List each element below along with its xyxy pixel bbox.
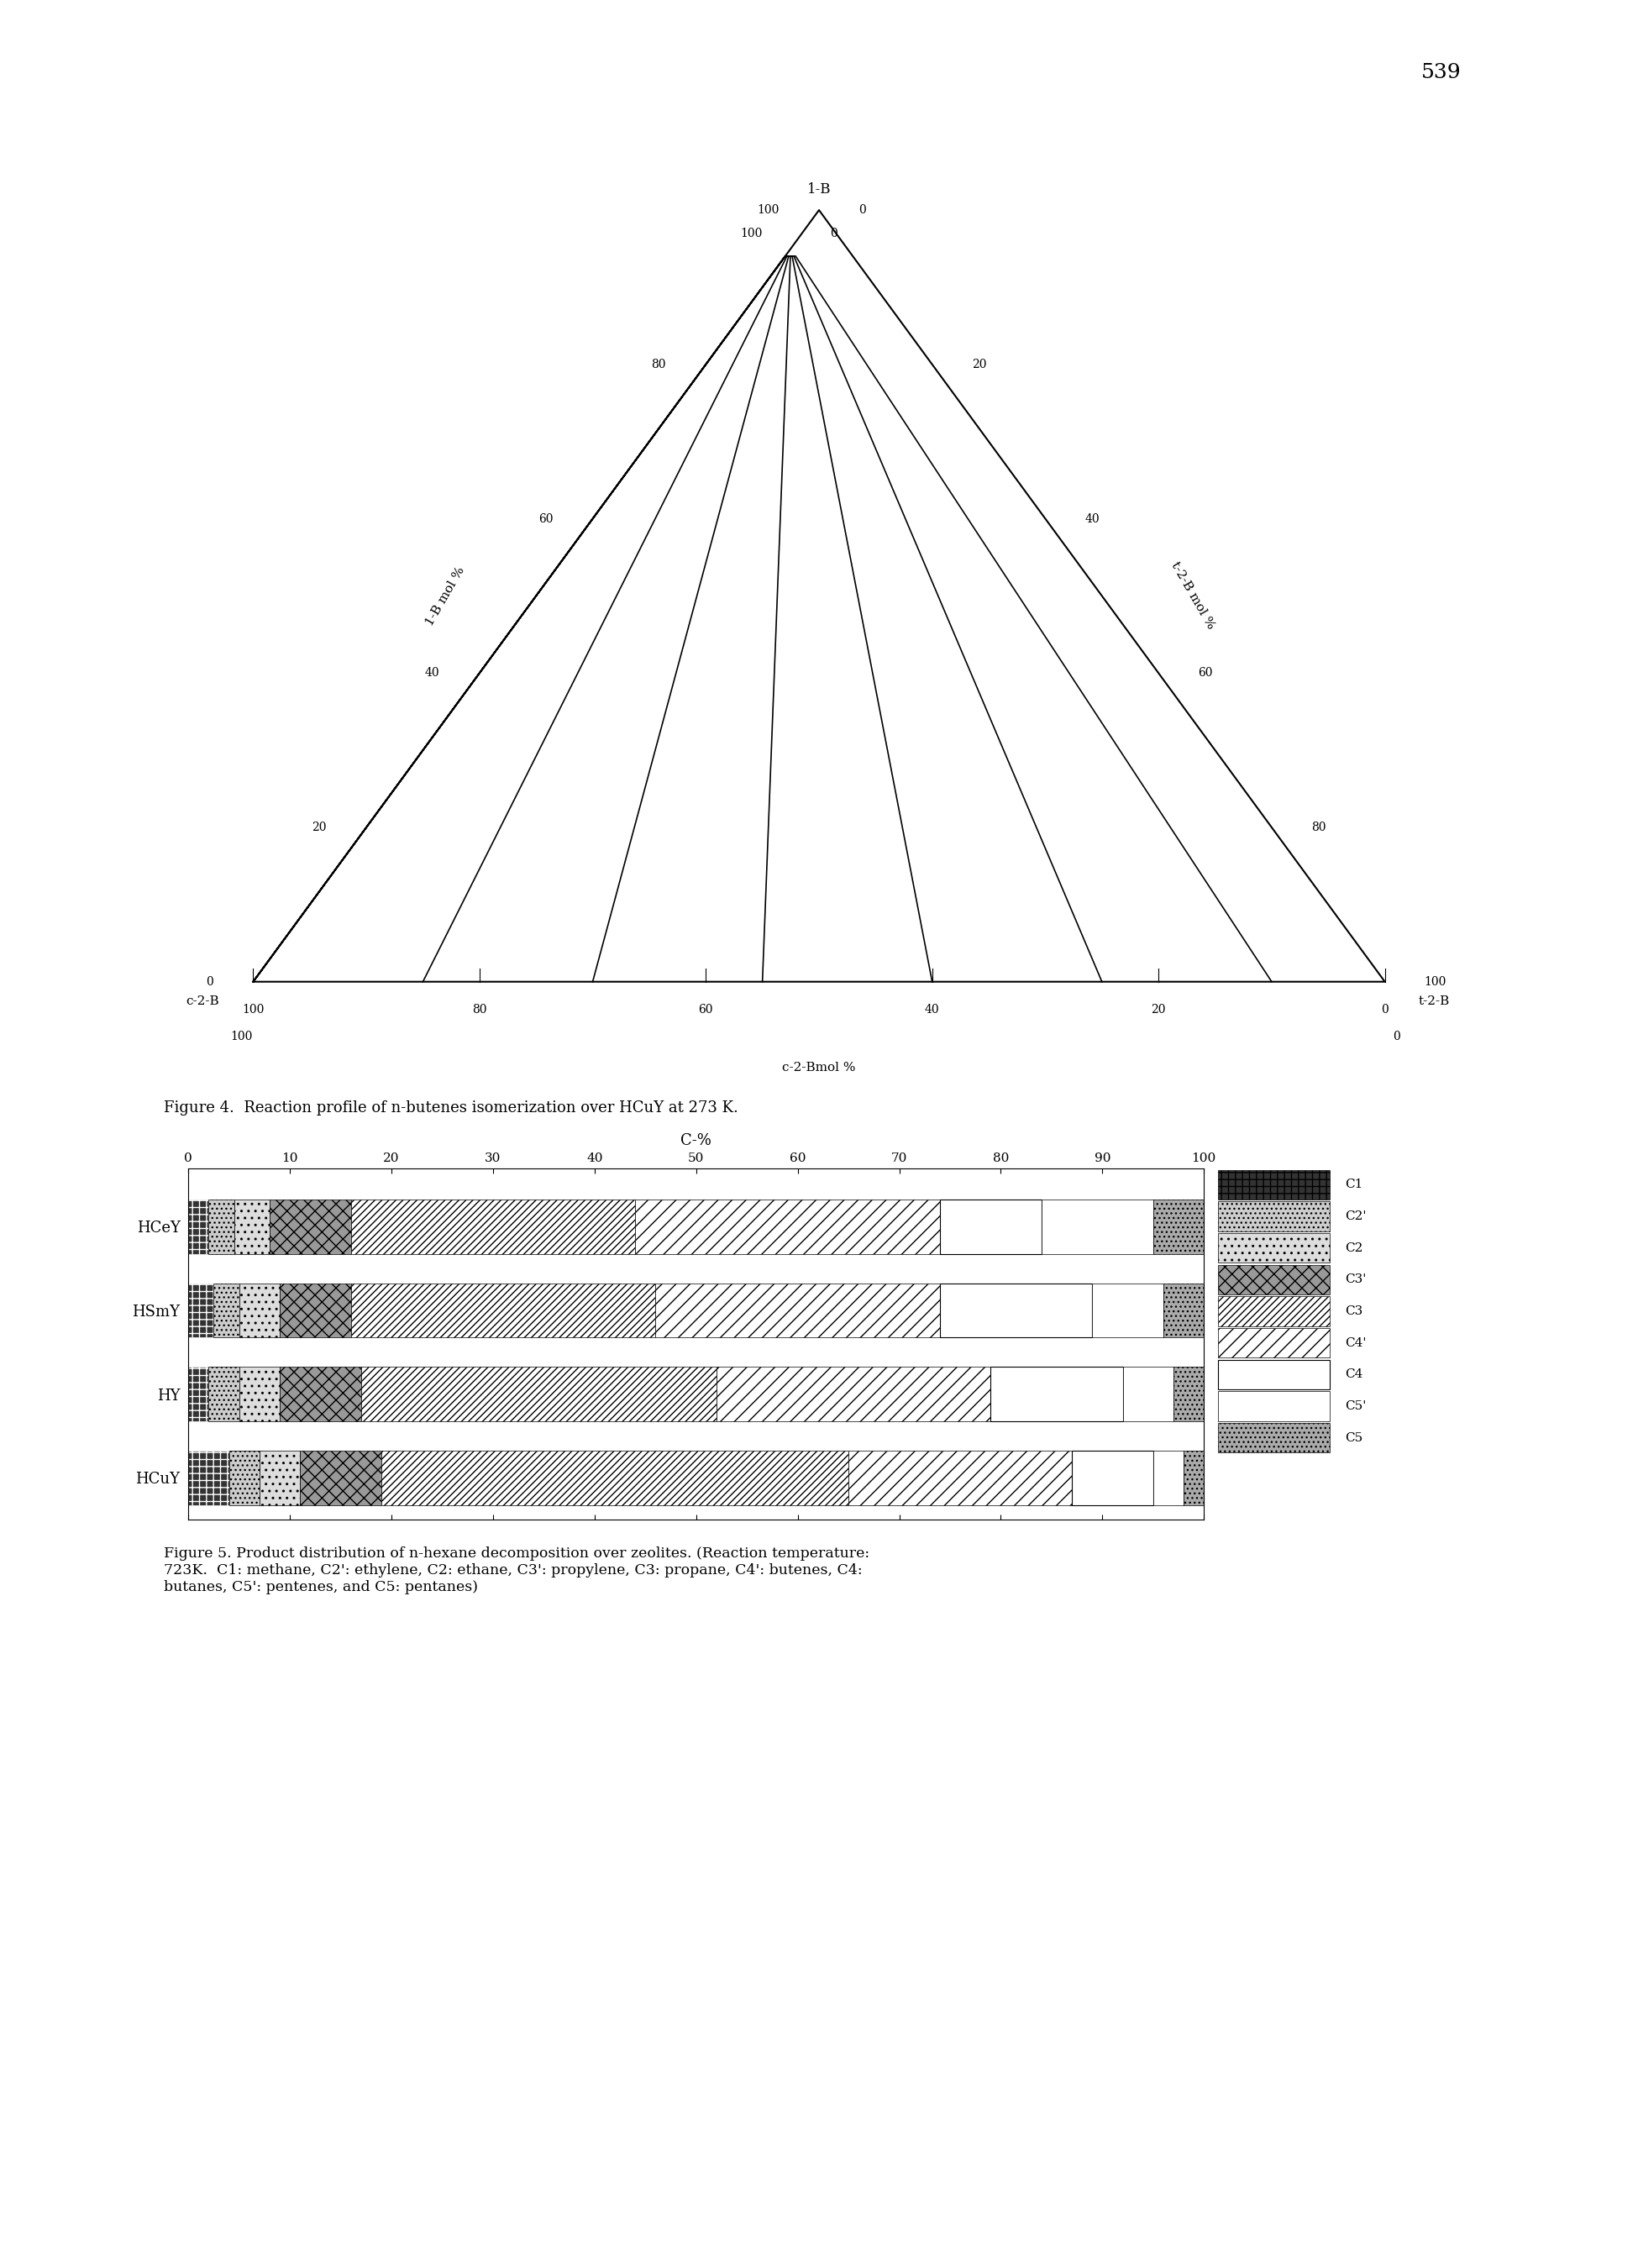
Bar	[1042, 1200, 1153, 1254]
Bar	[1219, 1390, 1330, 1422]
Text: C2': C2'	[1345, 1211, 1366, 1222]
Bar	[940, 1284, 1093, 1338]
Bar	[188, 1452, 229, 1506]
Text: 80: 80	[472, 1005, 486, 1016]
Bar	[1163, 1284, 1204, 1338]
Bar	[239, 1368, 280, 1422]
Text: c-2-B: c-2-B	[185, 996, 219, 1007]
Text: 60: 60	[539, 513, 554, 524]
Text: 40: 40	[925, 1005, 940, 1016]
Text: 0: 0	[1381, 1005, 1389, 1016]
Text: 100: 100	[740, 227, 762, 240]
Text: 0: 0	[206, 975, 213, 987]
Bar	[213, 1284, 239, 1338]
Text: C2: C2	[1345, 1243, 1363, 1254]
Bar	[259, 1452, 300, 1506]
Text: 0: 0	[1392, 1030, 1400, 1043]
Bar	[1153, 1452, 1184, 1506]
Text: C1: C1	[1345, 1179, 1363, 1191]
Bar	[360, 1368, 716, 1422]
Bar	[1219, 1422, 1330, 1454]
Bar	[1153, 1200, 1204, 1254]
Text: 0: 0	[830, 227, 837, 240]
Text: t-2-B mol %: t-2-B mol %	[1168, 560, 1217, 631]
Text: 40: 40	[1084, 513, 1099, 524]
Bar	[280, 1284, 351, 1338]
Text: 539: 539	[1422, 64, 1461, 82]
Text: 0: 0	[858, 204, 867, 215]
Bar	[188, 1200, 208, 1254]
Text: C3: C3	[1345, 1306, 1363, 1318]
Bar	[351, 1284, 655, 1338]
Bar	[270, 1200, 351, 1254]
Bar	[1093, 1284, 1163, 1338]
Bar	[1219, 1234, 1330, 1263]
Bar	[636, 1200, 940, 1254]
Bar	[1122, 1368, 1173, 1422]
Text: 100: 100	[231, 1030, 252, 1043]
Bar	[208, 1200, 234, 1254]
Bar	[208, 1368, 239, 1422]
Text: 20: 20	[1152, 1005, 1166, 1016]
Bar	[655, 1284, 940, 1338]
Bar	[1219, 1329, 1330, 1359]
Text: 40: 40	[426, 667, 441, 678]
Bar	[1219, 1359, 1330, 1390]
Bar	[280, 1368, 360, 1422]
Text: C3': C3'	[1345, 1275, 1366, 1286]
Bar	[229, 1452, 259, 1506]
X-axis label: C-%: C-%	[681, 1134, 711, 1148]
Bar	[382, 1452, 848, 1506]
Bar	[1071, 1452, 1153, 1506]
Bar	[234, 1200, 270, 1254]
Text: C5': C5'	[1345, 1399, 1366, 1413]
Bar	[300, 1452, 382, 1506]
Bar	[351, 1200, 636, 1254]
Bar	[991, 1368, 1122, 1422]
Text: 100: 100	[1425, 975, 1446, 987]
Text: 20: 20	[311, 821, 326, 832]
Bar	[1184, 1452, 1204, 1506]
Text: t-2-B: t-2-B	[1419, 996, 1450, 1007]
Text: 1-B: 1-B	[808, 181, 830, 197]
Text: 80: 80	[1312, 821, 1327, 832]
Text: C4: C4	[1345, 1368, 1363, 1381]
Text: 100: 100	[757, 204, 780, 215]
Text: 80: 80	[652, 358, 667, 370]
Bar	[848, 1452, 1071, 1506]
Bar	[188, 1284, 213, 1338]
Bar	[716, 1368, 991, 1422]
Text: C4': C4'	[1345, 1338, 1366, 1349]
Text: c-2-Bmol %: c-2-Bmol %	[783, 1061, 855, 1073]
Bar	[940, 1200, 1042, 1254]
Text: C5: C5	[1345, 1431, 1363, 1445]
Bar	[239, 1284, 280, 1338]
Bar	[1219, 1202, 1330, 1232]
Text: 20: 20	[971, 358, 986, 370]
Text: 60: 60	[698, 1005, 713, 1016]
Bar	[1219, 1266, 1330, 1295]
Bar	[188, 1368, 208, 1422]
Text: 1-B mol %: 1-B mol %	[424, 565, 467, 628]
Text: Figure 5. Product distribution of n-hexane decomposition over zeolites. (Reactio: Figure 5. Product distribution of n-hexa…	[164, 1547, 870, 1594]
Text: 60: 60	[1197, 667, 1212, 678]
Text: 100: 100	[242, 1005, 264, 1016]
Bar	[1219, 1170, 1330, 1200]
Bar	[1219, 1297, 1330, 1327]
Bar	[1173, 1368, 1204, 1422]
Text: Figure 4.  Reaction profile of n-butenes isomerization over HCuY at 273 K.: Figure 4. Reaction profile of n-butenes …	[164, 1100, 739, 1116]
